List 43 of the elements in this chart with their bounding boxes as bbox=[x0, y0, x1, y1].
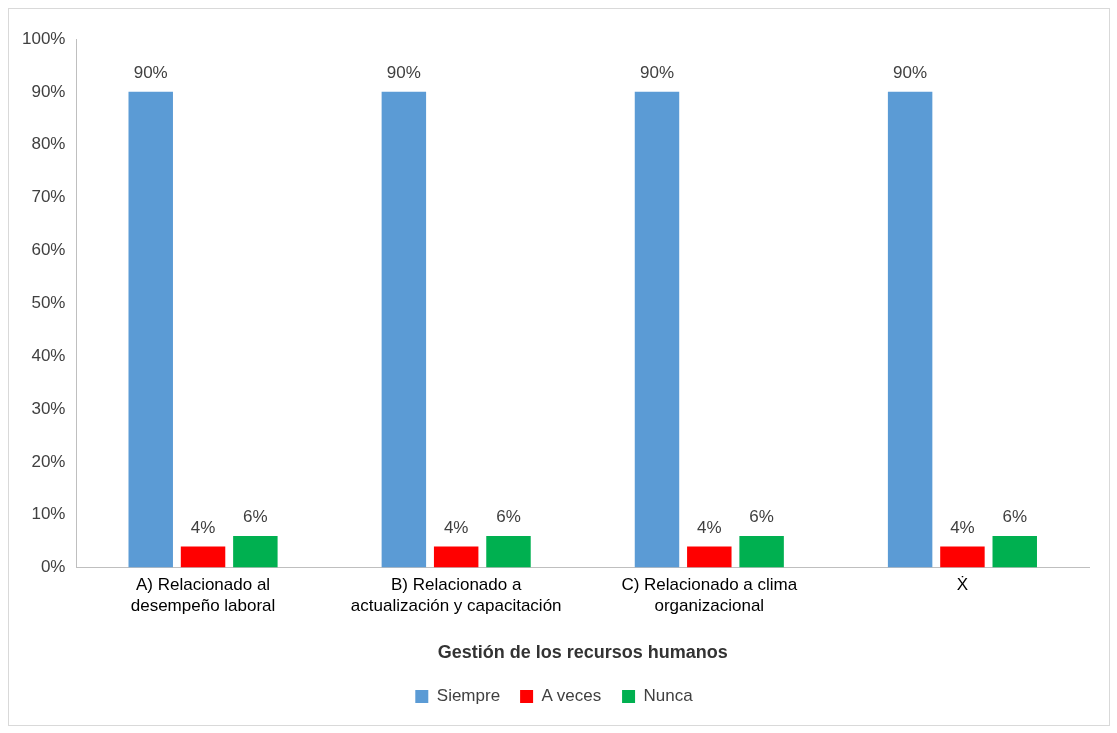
y-tick-label: 70% bbox=[31, 187, 66, 207]
bar bbox=[381, 91, 427, 568]
x-tick-label: B) Relacionado a actualización y capacitación bbox=[350, 575, 562, 615]
data-label: 90% bbox=[133, 63, 168, 83]
data-label: 4% bbox=[697, 517, 722, 537]
bar bbox=[180, 546, 226, 568]
legend-label: Nunca bbox=[643, 686, 694, 706]
bar bbox=[940, 546, 985, 568]
data-label: 90% bbox=[893, 63, 928, 83]
bar bbox=[128, 91, 173, 568]
y-tick-label: 30% bbox=[31, 398, 66, 418]
x-tick-label: C) Relacionado a clima organizacional bbox=[621, 575, 798, 615]
x-tick-label: A) Relacionado al desempeño laboral bbox=[130, 575, 276, 615]
bar bbox=[486, 535, 531, 568]
bar bbox=[634, 91, 680, 568]
data-label: 4% bbox=[190, 517, 216, 537]
y-tick-label: 100% bbox=[22, 28, 66, 48]
data-label: 90% bbox=[639, 63, 675, 83]
legend-label: Siempre bbox=[436, 686, 501, 706]
bar bbox=[992, 535, 1037, 568]
y-tick-label: 80% bbox=[31, 134, 66, 154]
legend-label: A veces bbox=[541, 686, 602, 706]
data-label: 4% bbox=[950, 517, 975, 537]
bar bbox=[433, 546, 479, 568]
y-tick-label: 10% bbox=[31, 504, 66, 524]
data-label: 6% bbox=[243, 507, 268, 527]
y-tick-label: 40% bbox=[31, 345, 66, 365]
data-label: 6% bbox=[749, 507, 774, 527]
y-tick-label: 90% bbox=[31, 81, 66, 101]
data-label: 6% bbox=[496, 507, 521, 527]
data-label: 90% bbox=[386, 63, 421, 83]
data-label: 6% bbox=[1002, 507, 1028, 527]
x-axis-title: Gestión de los recursos humanos bbox=[437, 642, 728, 663]
x-tick-label: Ẋ bbox=[956, 575, 969, 595]
y-tick-label: 50% bbox=[31, 292, 66, 312]
bar bbox=[887, 91, 933, 568]
y-tick-label: 0% bbox=[40, 557, 66, 577]
bar bbox=[687, 546, 732, 568]
y-tick-label: 20% bbox=[31, 451, 66, 471]
bar bbox=[739, 535, 784, 568]
data-label: 4% bbox=[443, 517, 469, 537]
y-tick-label: 60% bbox=[31, 240, 66, 260]
bar bbox=[233, 535, 278, 568]
